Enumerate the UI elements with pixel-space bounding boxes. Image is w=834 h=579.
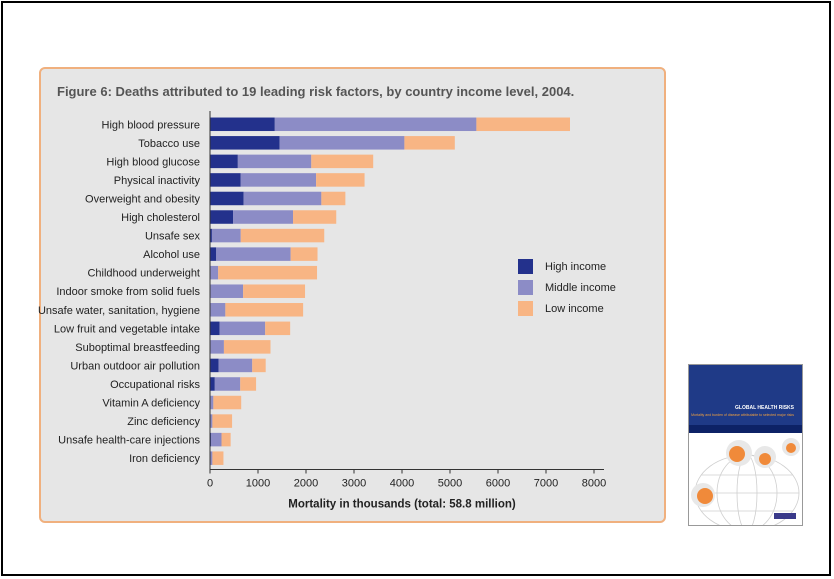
bar-high-income-high-blood-pressure	[210, 117, 275, 132]
bar-middle-income-physical-inactivity	[240, 173, 317, 187]
bar-high-income-tobacco-use	[210, 136, 280, 150]
x-tick-label-5000: 5000	[438, 477, 462, 489]
category-label-high-blood-glucose: High blood glucose	[106, 156, 200, 168]
x-tick-label-6000: 6000	[486, 477, 510, 489]
cover-header	[689, 365, 802, 425]
x-tick-label-2000: 2000	[294, 477, 318, 489]
bar-middle-income-iron-deficiency	[210, 451, 213, 465]
bar-high-income-high-blood-glucose	[210, 154, 238, 169]
bar-middle-income-childhood-underweight	[210, 265, 219, 280]
x-tick-label-0: 0	[207, 477, 213, 489]
category-label-unsafe-water-sanitation-hygiene: Unsafe water, sanitation, hygiene	[38, 305, 200, 317]
category-label-high-blood-pressure: High blood pressure	[102, 119, 200, 131]
bar-low-income-zinc-deficiency	[212, 414, 233, 428]
report-cover-thumbnail[interactable]: GLOBAL HEALTH RISKS Mortality and burden…	[688, 364, 803, 526]
bar-low-income-high-blood-pressure	[476, 117, 570, 132]
bar-low-income-indoor-smoke-from-solid-fuels	[243, 284, 306, 298]
legend-label-middle-income: Middle income	[545, 282, 616, 294]
bar-middle-income-indoor-smoke-from-solid-fuels	[210, 284, 244, 298]
bar-low-income-high-blood-glucose	[311, 154, 374, 169]
legend-swatch-middle-income	[518, 280, 533, 295]
x-tick-label-3000: 3000	[342, 477, 366, 489]
category-label-zinc-deficiency: Zinc deficiency	[127, 416, 200, 428]
category-label-low-fruit-and-vegetable-intake: Low fruit and vegetable intake	[54, 323, 200, 335]
bar-low-income-suboptimal-breastfeeding	[223, 340, 271, 354]
bar-low-income-unsafe-sex	[240, 228, 325, 243]
category-label-vitamin-a-deficiency: Vitamin A deficiency	[102, 398, 200, 410]
category-label-iron-deficiency: Iron deficiency	[129, 453, 200, 465]
legend-swatch-high-income	[518, 259, 533, 274]
legend-label-high-income: High income	[545, 261, 606, 273]
bar-high-income-alcohol-use	[210, 247, 217, 261]
bar-middle-income-unsafe-sex	[211, 228, 241, 243]
bar-high-income-physical-inactivity	[210, 173, 241, 187]
bar-middle-income-urban-outdoor-air-pollution	[218, 358, 253, 373]
category-label-occupational-risks: Occupational risks	[110, 379, 200, 391]
cover-subtitle: Mortality and burden of disease attribut…	[691, 413, 794, 417]
category-label-high-cholesterol: High cholesterol	[121, 212, 200, 224]
bar-low-income-overweight-and-obesity	[321, 191, 346, 206]
x-tick-label-7000: 7000	[534, 477, 558, 489]
category-label-overweight-and-obesity: Overweight and obesity	[85, 193, 200, 205]
bar-high-income-overweight-and-obesity	[210, 191, 244, 206]
bar-high-income-high-cholesterol	[210, 210, 234, 224]
bar-low-income-iron-deficiency	[212, 451, 224, 465]
bar-middle-income-suboptimal-breastfeeding	[210, 340, 224, 354]
bar-low-income-occupational-risks	[240, 377, 257, 391]
category-label-alcohol-use: Alcohol use	[143, 249, 200, 261]
bar-low-income-tobacco-use	[404, 136, 455, 150]
cover-band	[689, 425, 802, 433]
bar-middle-income-zinc-deficiency	[210, 414, 213, 428]
category-label-physical-inactivity: Physical inactivity	[114, 175, 201, 187]
legend-label-low-income: Low income	[545, 303, 604, 315]
bar-middle-income-high-blood-glucose	[237, 154, 312, 169]
bar-low-income-high-cholesterol	[293, 210, 337, 224]
bar-low-income-urban-outdoor-air-pollution	[252, 358, 266, 373]
bar-high-income-occupational-risks	[210, 377, 215, 391]
bar-high-income-unsafe-sex	[210, 228, 212, 243]
bar-middle-income-low-fruit-and-vegetable-intake	[219, 321, 266, 336]
x-tick-label-4000: 4000	[390, 477, 414, 489]
bar-low-income-vitamin-a-deficiency	[213, 395, 242, 410]
category-label-tobacco-use: Tobacco use	[138, 138, 200, 150]
chart-title: Figure 6: Deaths attributed to 19 leadin…	[57, 84, 575, 99]
category-label-unsafe-sex: Unsafe sex	[145, 231, 201, 243]
who-logo	[774, 513, 796, 519]
category-label-childhood-underweight: Childhood underweight	[87, 268, 200, 280]
bar-middle-income-vitamin-a-deficiency	[210, 395, 214, 410]
bar-low-income-unsafe-health-care-injections	[221, 432, 231, 447]
category-label-indoor-smoke-from-solid-fuels: Indoor smoke from solid fuels	[56, 286, 200, 298]
bar-low-income-childhood-underweight	[218, 265, 318, 280]
category-label-unsafe-health-care-injections: Unsafe health-care injections	[58, 435, 200, 447]
bar-high-income-low-fruit-and-vegetable-intake	[210, 321, 220, 336]
bar-low-income-physical-inactivity	[316, 173, 365, 187]
bar-low-income-unsafe-water-sanitation-hygiene	[225, 303, 304, 317]
bar-middle-income-overweight-and-obesity	[243, 191, 322, 206]
bar-low-income-low-fruit-and-vegetable-intake	[265, 321, 291, 336]
bar-middle-income-unsafe-health-care-injections	[210, 432, 222, 447]
globe-illustration	[691, 438, 800, 525]
bar-middle-income-high-blood-pressure	[274, 117, 477, 132]
bar-middle-income-alcohol-use	[216, 247, 291, 261]
category-label-urban-outdoor-air-pollution: Urban outdoor air pollution	[70, 360, 200, 372]
bar-high-income-urban-outdoor-air-pollution	[210, 358, 219, 373]
legend-swatch-low-income	[518, 301, 533, 316]
bar-middle-income-tobacco-use	[279, 136, 405, 150]
category-label-suboptimal-breastfeeding: Suboptimal breastfeeding	[75, 342, 200, 354]
bar-low-income-alcohol-use	[290, 247, 318, 261]
bar-middle-income-occupational-risks	[214, 377, 241, 391]
x-tick-label-1000: 1000	[246, 477, 270, 489]
bar-middle-income-unsafe-water-sanitation-hygiene	[210, 303, 226, 317]
x-tick-label-8000: 8000	[582, 477, 606, 489]
bar-middle-income-high-cholesterol	[233, 210, 294, 224]
cover-title: GLOBAL HEALTH RISKS	[735, 405, 794, 411]
x-axis-title: Mortality in thousands (total: 58.8 mill…	[288, 498, 516, 510]
